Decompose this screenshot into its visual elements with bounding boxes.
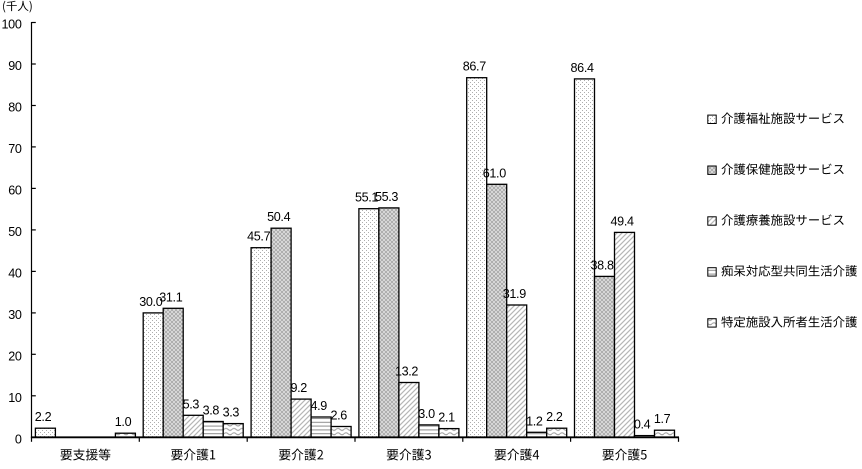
svg-text:86.7: 86.7	[463, 60, 486, 74]
svg-text:100: 100	[2, 18, 22, 32]
svg-text:61.0: 61.0	[483, 166, 506, 180]
svg-text:40: 40	[8, 266, 22, 280]
svg-text:90: 90	[8, 59, 22, 73]
svg-text:2.2: 2.2	[35, 410, 52, 424]
svg-text:50: 50	[8, 225, 22, 239]
svg-text:2.1: 2.1	[438, 411, 455, 425]
svg-text:3.3: 3.3	[223, 406, 240, 420]
svg-text:86.4: 86.4	[571, 61, 594, 75]
svg-text:80: 80	[8, 101, 22, 115]
svg-text:13.2: 13.2	[395, 365, 418, 379]
svg-text:3.0: 3.0	[418, 407, 435, 421]
svg-text:0: 0	[15, 432, 22, 446]
svg-text:70: 70	[8, 142, 22, 156]
svg-text:10: 10	[8, 391, 22, 405]
svg-text:38.8: 38.8	[591, 258, 614, 272]
svg-text:50.4: 50.4	[267, 210, 290, 224]
svg-text:1.7: 1.7	[654, 412, 671, 426]
svg-text:30.0: 30.0	[139, 295, 162, 309]
svg-text:55.3: 55.3	[375, 190, 398, 204]
svg-text:20: 20	[8, 349, 22, 363]
svg-text:5.3: 5.3	[183, 397, 200, 411]
svg-text:4.9: 4.9	[310, 399, 327, 413]
svg-text:3.8: 3.8	[203, 404, 220, 418]
svg-text:31.9: 31.9	[503, 287, 526, 301]
svg-text:55.1: 55.1	[355, 191, 378, 205]
svg-text:31.1: 31.1	[159, 290, 182, 304]
svg-text:45.7: 45.7	[247, 230, 270, 244]
svg-text:1.2: 1.2	[526, 414, 543, 428]
svg-text:2.2: 2.2	[546, 410, 563, 424]
svg-text:30: 30	[8, 308, 22, 322]
svg-text:9.2: 9.2	[290, 381, 307, 395]
svg-text:0.4: 0.4	[634, 418, 651, 432]
svg-text:2.6: 2.6	[330, 409, 347, 423]
svg-text:49.4: 49.4	[611, 214, 634, 228]
svg-text:1.0: 1.0	[115, 415, 132, 429]
svg-text:60: 60	[8, 183, 22, 197]
